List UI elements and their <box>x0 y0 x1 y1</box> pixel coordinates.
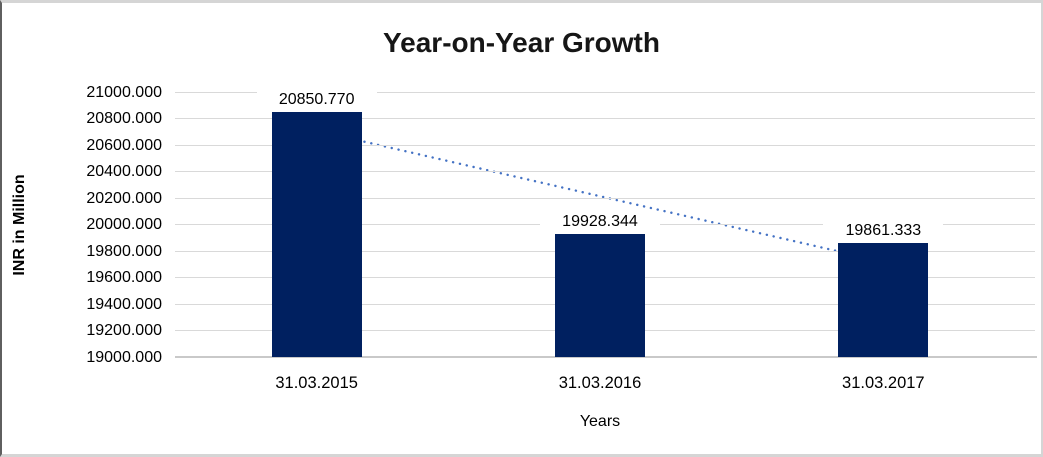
y-tick-label: 20400.000 <box>86 163 162 180</box>
bar <box>838 242 929 357</box>
bar-value-label: 19928.344 <box>540 212 660 231</box>
y-tick-label: 20200.000 <box>86 189 162 207</box>
category-label: 31.03.2017 <box>842 374 925 392</box>
x-axis-title: Years <box>579 413 621 430</box>
y-tick-label: 19600.000 <box>86 269 162 286</box>
y-tick-label: 19400.000 <box>86 295 162 313</box>
category-label: 31.03.2015 <box>275 374 358 392</box>
y-tick-label: 21000.000 <box>86 83 162 101</box>
bar-value-label: 19861.333 <box>823 221 944 240</box>
y-tick-label: 19200.000 <box>86 322 162 339</box>
y-tick-label: 20800.000 <box>86 110 162 127</box>
y-tick-label: 20600.000 <box>86 136 162 154</box>
y-tick-label: 20000.000 <box>86 216 162 233</box>
chart-title: Year-on-Year Growth <box>383 27 660 58</box>
y-axis-title: INR in Million <box>11 174 28 276</box>
y-tick-label: 19800.000 <box>86 242 162 260</box>
bar-value-label: 20850.770 <box>256 90 377 109</box>
gridline <box>175 118 1035 119</box>
gridline <box>175 197 1035 199</box>
gridline <box>175 171 1035 172</box>
bar <box>555 233 645 357</box>
bar <box>271 111 362 357</box>
category-label: 31.03.2016 <box>558 374 642 392</box>
gridline <box>175 144 1035 146</box>
x-axis-line <box>175 356 1037 358</box>
gridline <box>175 91 1035 93</box>
y-tick-label: 19000.000 <box>86 348 162 366</box>
